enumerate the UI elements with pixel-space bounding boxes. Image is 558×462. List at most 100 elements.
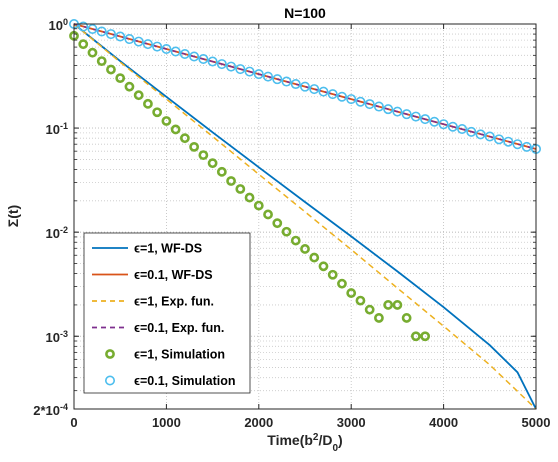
data-point — [179, 48, 190, 59]
data-point — [244, 66, 255, 77]
data-point — [336, 91, 347, 102]
y-tick-label: 10-2 — [46, 225, 68, 241]
data-point — [318, 261, 329, 272]
data-point — [124, 34, 135, 45]
data-point — [216, 166, 227, 177]
data-point — [133, 90, 144, 101]
data-point — [207, 56, 218, 67]
data-point — [78, 21, 89, 32]
data-point — [263, 71, 274, 82]
data-point — [337, 278, 347, 289]
data-point — [142, 39, 153, 50]
data-point — [96, 56, 107, 67]
data-point — [410, 331, 421, 342]
axes-box — [73, 23, 537, 410]
data-point — [466, 126, 477, 137]
legend-box — [83, 232, 251, 394]
x-tick-label: 3000 — [337, 415, 366, 430]
data-point — [253, 200, 264, 211]
data-point — [96, 26, 107, 37]
data-point — [364, 99, 375, 110]
data-point — [198, 150, 209, 161]
legend: ϵ=1, WF-DS ϵ=0.1, WF-DS ϵ=1, Exp. fun. ϵ=0.… — [83, 232, 251, 394]
data-point — [216, 59, 227, 70]
data-point — [124, 81, 135, 92]
data-point — [420, 331, 431, 342]
data-point — [253, 69, 264, 80]
data-point — [87, 47, 98, 58]
data-point — [484, 131, 495, 142]
y-tick-label: 100 — [49, 17, 68, 33]
legend-swatch — [105, 349, 115, 359]
series-line — [73, 23, 537, 150]
x-tick-label: 2000 — [244, 415, 273, 430]
data-point — [355, 295, 366, 306]
x-tick-label: 5000 — [522, 415, 551, 430]
data-point — [198, 54, 209, 65]
legend-label: ϵ=0.1, Exp. fun. — [134, 321, 224, 335]
data-point — [87, 24, 98, 35]
data-point — [281, 226, 292, 237]
data-point — [364, 304, 375, 315]
data-point — [290, 79, 301, 90]
data-point — [299, 81, 310, 92]
legend-label: ϵ=0.1, WF-DS — [134, 268, 213, 282]
data-point — [309, 252, 320, 263]
data-point — [143, 98, 153, 109]
data-point — [161, 116, 172, 126]
data-point — [235, 64, 246, 75]
legend-label: ϵ=1, Simulation — [134, 348, 225, 362]
data-point — [401, 313, 412, 323]
data-point — [300, 244, 310, 254]
data-point — [327, 89, 338, 100]
data-point — [106, 64, 116, 75]
x-tick-label: 4000 — [429, 415, 458, 430]
series-line — [73, 23, 537, 410]
data-point — [318, 86, 329, 97]
data-point — [521, 141, 532, 152]
data-point — [170, 46, 181, 57]
y-tick-label: 10-3 — [46, 329, 68, 345]
data-point — [189, 141, 200, 152]
data-point — [207, 158, 218, 169]
data-point — [170, 124, 181, 135]
data-point — [355, 96, 366, 107]
data-point — [226, 176, 236, 186]
data-point — [235, 184, 246, 194]
data-point — [475, 129, 486, 140]
y-tick-label: 10-1 — [46, 121, 68, 137]
series-markers — [69, 18, 541, 154]
x-tick-label: 0 — [70, 415, 77, 430]
data-point — [244, 192, 255, 203]
data-point — [327, 269, 338, 280]
data-point — [494, 134, 505, 145]
data-point — [281, 76, 292, 87]
data-point — [429, 116, 440, 127]
data-point — [179, 133, 190, 144]
data-point — [420, 114, 431, 125]
data-point — [373, 101, 384, 112]
ticks: 100 10-1 10-2 10-3 2*10-40 1000 2000 3000 4000 50… — [33, 17, 550, 430]
data-point — [152, 41, 163, 52]
data-point — [115, 73, 126, 84]
data-point — [309, 84, 320, 95]
data-point — [272, 218, 283, 229]
data-point — [78, 39, 89, 50]
data-point — [447, 121, 458, 132]
legend-label: ϵ=1, Exp. fun. — [134, 295, 214, 309]
data-point — [401, 109, 412, 120]
data-point — [115, 31, 126, 42]
data-point — [346, 94, 357, 105]
data-point — [438, 119, 449, 130]
legend-swatch — [105, 375, 116, 386]
data-point — [512, 139, 523, 150]
data-point — [161, 44, 172, 55]
data-point — [290, 235, 301, 246]
data-point — [392, 300, 403, 310]
data-point — [457, 123, 468, 134]
data-point — [189, 51, 200, 62]
data-point — [383, 104, 394, 115]
data-point — [392, 106, 403, 117]
legend-label: ϵ=1, WF-DS — [134, 242, 202, 256]
